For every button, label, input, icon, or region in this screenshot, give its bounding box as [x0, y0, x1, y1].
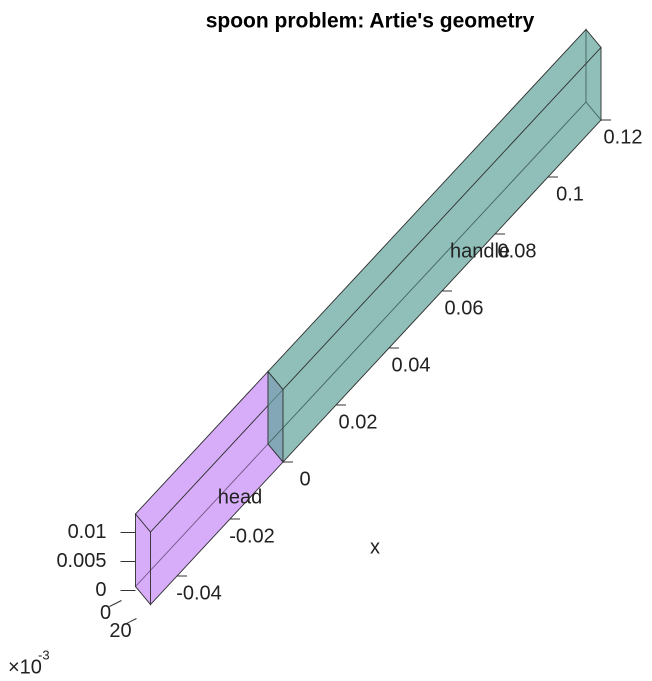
chart-title: spoon problem: Artie's geometry	[206, 10, 535, 33]
x-tick-label: 0.04	[392, 354, 431, 376]
x-axis-label: x	[370, 536, 380, 558]
x-tick-label: 0	[299, 468, 310, 490]
x-tick-label: 0.06	[445, 297, 484, 319]
z-tick-label: 0	[95, 579, 106, 601]
y-tick-label: 20	[109, 620, 131, 642]
y-tick	[124, 618, 137, 625]
x-tick-label: 0.02	[339, 411, 378, 433]
z-tick-label: 0.005	[56, 550, 106, 572]
y-tick	[109, 600, 122, 607]
z-tick-label: 0.01	[68, 521, 107, 543]
y-tick-label: 0	[100, 602, 111, 624]
x-tick-label: 0.1	[556, 183, 584, 205]
x-tick-label: -0.02	[229, 525, 275, 547]
x-tick-label: 0.08	[498, 240, 537, 262]
body-label: handle	[450, 240, 510, 262]
y-exponent-power: -3	[38, 647, 50, 662]
y-exponent: ×10	[8, 656, 42, 678]
body-face-front	[282, 46, 602, 464]
body-face-top	[267, 28, 602, 391]
x-tick-label: -0.04	[176, 582, 222, 604]
body-label: head	[218, 486, 263, 508]
x-tick-label: 0.12	[604, 126, 643, 148]
